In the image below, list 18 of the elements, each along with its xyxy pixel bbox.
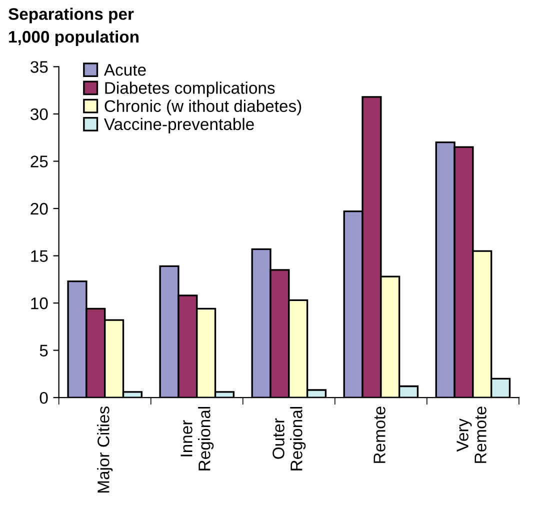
legend-label: Diabetes complications — [105, 82, 275, 98]
y-tick-label: 15 — [31, 250, 48, 262]
legend-label: Acute — [104, 64, 146, 76]
x-tick-label: Inner Regional — [180, 407, 214, 470]
x-tick-label: Remote — [374, 406, 386, 463]
x-tick-label: Very Remote — [456, 406, 486, 463]
x-tick-label: Outer Regional — [272, 407, 306, 470]
y-tick-label: 35 — [30, 61, 48, 73]
x-tick-label: Major Cities — [97, 406, 113, 493]
y-tick-label: 0 — [40, 392, 48, 404]
chart-title: Separations per 1,000 population — [8, 8, 138, 46]
y-tick-label: 30 — [30, 108, 48, 120]
y-tick-label: 5 — [40, 344, 48, 357]
legend-label: Vaccine-preventable — [104, 118, 254, 134]
y-tick-label: 10 — [31, 297, 48, 310]
legend-label: Chronic (w ithout diabetes) — [104, 100, 302, 116]
y-tick-label: 20 — [30, 202, 48, 215]
y-tick-label: 25 — [30, 156, 48, 168]
